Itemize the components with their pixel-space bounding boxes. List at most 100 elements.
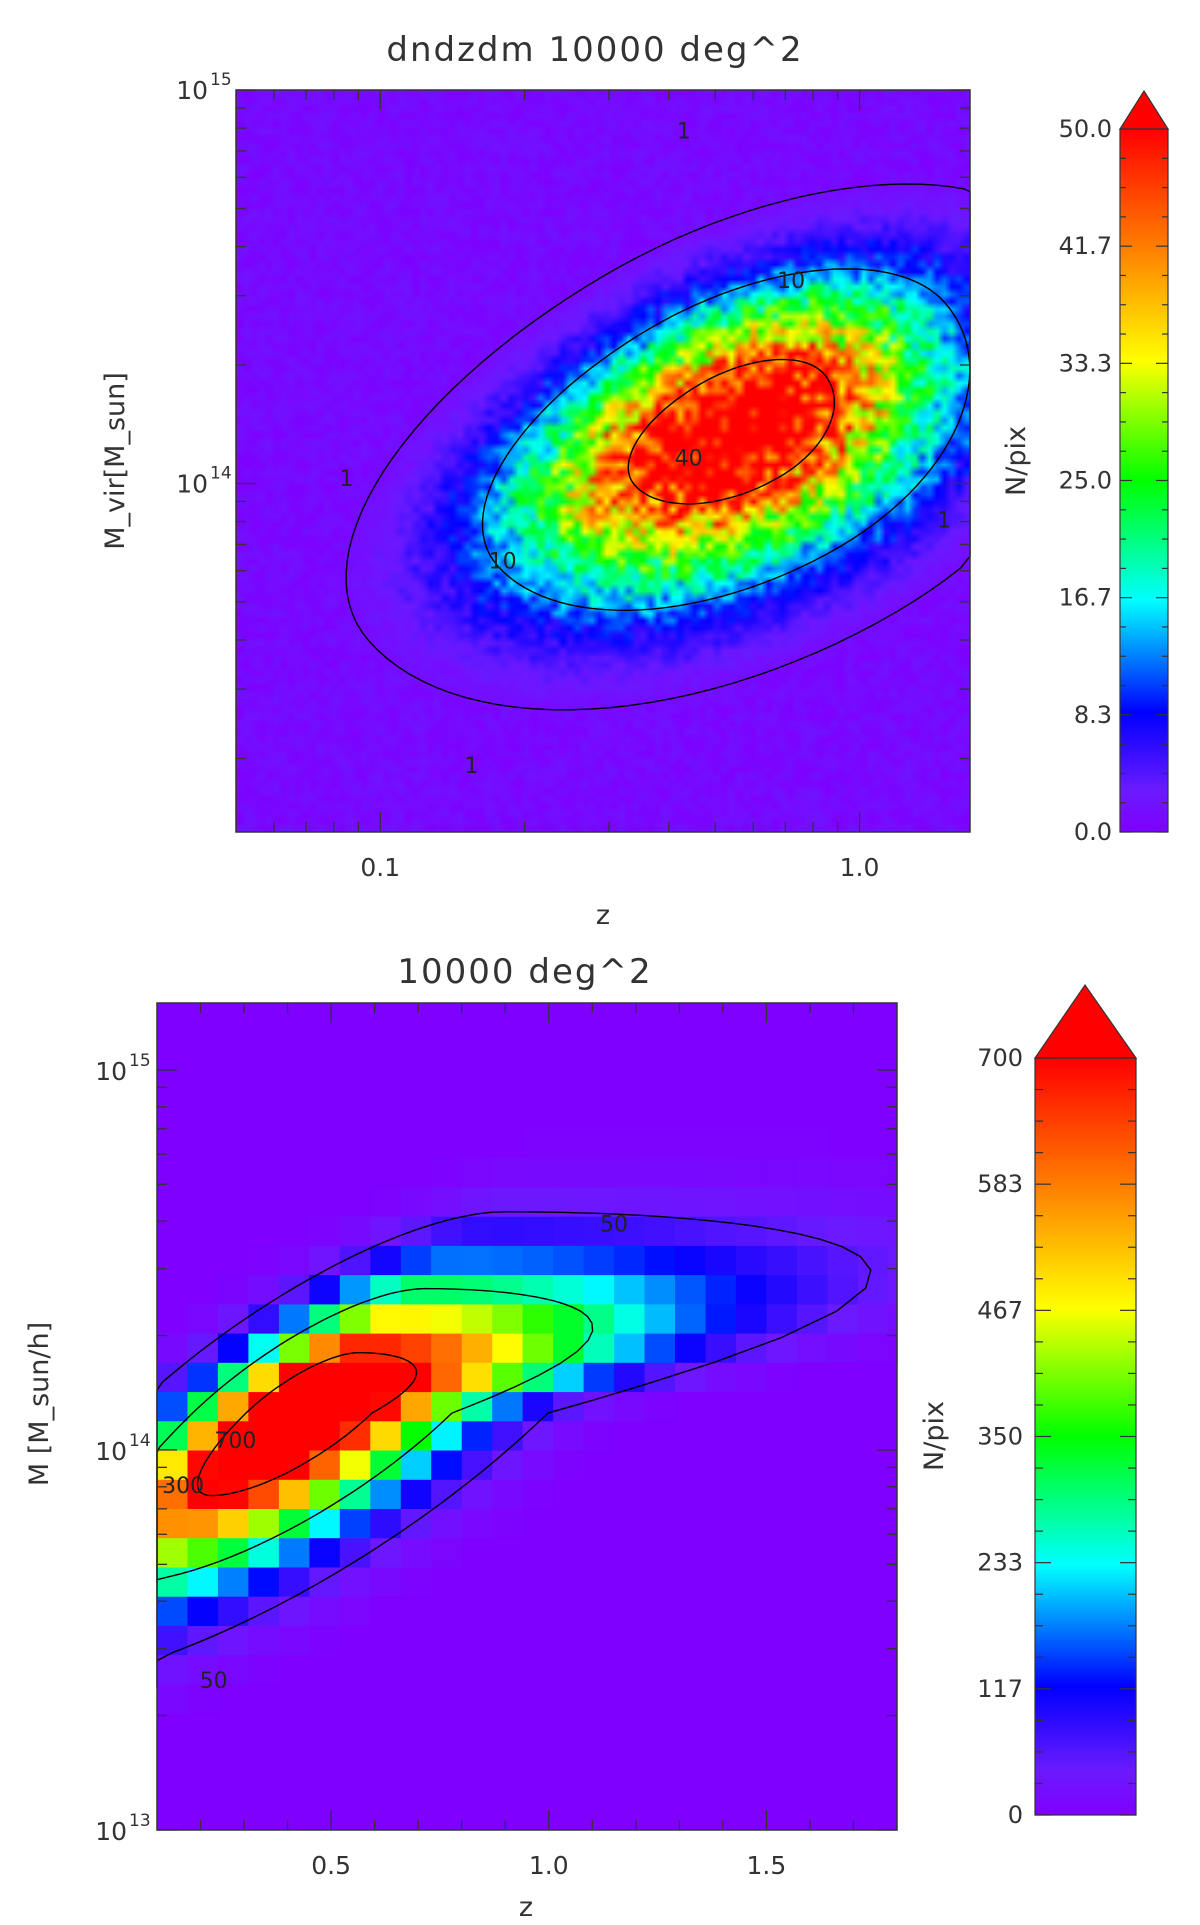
bottom-heatmap-cell <box>431 1391 463 1422</box>
bottom-heatmap-cell <box>522 1362 554 1393</box>
bottom-heatmap-cell <box>339 1274 371 1305</box>
bottom-heatmap-cell <box>187 1508 219 1539</box>
bottom-x-tick-label: 1.0 <box>529 1851 569 1880</box>
bottom-contour-line <box>196 1352 418 1497</box>
bottom-heatmap-cell <box>583 1186 615 1217</box>
bottom-colorbar-tick-label: 233 <box>977 1549 1023 1577</box>
top-contour-label: 1 <box>464 754 478 779</box>
bottom-heatmap-cell <box>217 1508 249 1539</box>
bottom-heatmap-cell <box>339 1216 371 1246</box>
bottom-heatmap-cell <box>583 1362 615 1393</box>
bottom-heatmap <box>157 1003 898 1830</box>
bottom-heatmap-cell <box>553 1157 585 1188</box>
bottom-heatmap-cell <box>248 1303 280 1334</box>
bottom-heatmap-cell <box>522 1303 554 1334</box>
bottom-heatmap-cell <box>888 1333 898 1363</box>
top-heatmap-image <box>236 90 970 832</box>
bottom-heatmap-cell <box>217 1625 249 1656</box>
top-colorbar-tick-labels: 0.0 8.3 16.7 25.0 33.3 41.7 50.0 <box>1059 115 1112 846</box>
bottom-heatmap-cell <box>522 1391 554 1422</box>
bottom-heatmap-cell <box>766 1186 798 1217</box>
bottom-heatmap-cell <box>431 1245 463 1276</box>
bottom-heatmap-cell <box>827 1245 859 1276</box>
bottom-colorbar-tick-label: 467 <box>977 1296 1023 1324</box>
bottom-heatmap-cell <box>766 1128 798 1159</box>
bottom-heatmap-cell <box>400 1479 432 1509</box>
bottom-heatmap-cell <box>217 1450 249 1480</box>
bottom-heatmap-cell <box>431 1420 463 1451</box>
bottom-heatmap-cell <box>278 1596 310 1626</box>
bottom-heatmap-cell <box>675 1157 707 1188</box>
bottom-heatmap-cell <box>187 1420 219 1451</box>
bottom-heatmap-cell <box>339 1596 371 1626</box>
bottom-heatmap-cell <box>461 1420 493 1451</box>
bottom-x-tick-label: 0.5 <box>311 1851 351 1880</box>
bottom-heatmap-cell <box>675 1274 707 1305</box>
bottom-heatmap-cell <box>492 1450 524 1480</box>
bottom-heatmap-cell <box>583 1157 615 1188</box>
bottom-heatmap-cell <box>217 1537 249 1568</box>
bottom-y-tick-exponent: 13 <box>129 1811 151 1831</box>
bottom-heatmap-cell <box>431 1362 463 1393</box>
top-y-tick-label: 10 <box>176 469 208 498</box>
bottom-heatmap-cell <box>583 1420 615 1451</box>
bottom-heatmap-cell <box>157 1391 189 1422</box>
bottom-heatmap-cell <box>583 1245 615 1276</box>
bottom-heatmap-cell <box>461 1362 493 1393</box>
bottom-heatmap-cell <box>339 1420 371 1451</box>
top-contour-labels: 1 1 1 1 10 10 40 <box>339 119 950 779</box>
top-contour-label: 1 <box>937 509 951 534</box>
bottom-heatmap-cell <box>675 1216 707 1246</box>
bottom-heatmap-cell <box>583 1274 615 1305</box>
bottom-heatmap-cell <box>492 1245 524 1276</box>
bottom-contour-label: 50 <box>600 1212 628 1237</box>
bottom-heatmap-cell <box>309 1537 341 1568</box>
bottom-heatmap-cell <box>278 1362 310 1393</box>
bottom-heatmap-cell <box>675 1303 707 1334</box>
bottom-heatmap-cell <box>705 1186 737 1217</box>
bottom-heatmap-cell <box>888 1303 898 1334</box>
top-contour-line <box>481 268 971 612</box>
bottom-heatmap-cell <box>370 1303 402 1334</box>
top-colorbar-tick-label: 8.3 <box>1074 701 1112 729</box>
top-contour-label: 1 <box>677 119 691 144</box>
bottom-heatmap-cell <box>431 1450 463 1480</box>
top-contour-label: 10 <box>777 269 805 294</box>
bottom-heatmap-cell <box>492 1274 524 1305</box>
bottom-colorbar-tick-labels: 0 117 233 350 467 583 700 <box>977 1044 1023 1829</box>
bottom-heatmap-cell <box>309 1362 341 1393</box>
bottom-heatmap-cell <box>187 1391 219 1422</box>
top-colorbar-label: N/pix <box>1001 426 1032 496</box>
bottom-heatmap-cell <box>370 1450 402 1480</box>
bottom-heatmap-cell <box>248 1420 280 1451</box>
bottom-heatmap-cell <box>400 1216 432 1246</box>
bottom-heatmap-cell <box>614 1333 646 1363</box>
bottom-heatmap-cell <box>339 1450 371 1480</box>
top-contour-label: 10 <box>489 549 517 574</box>
bottom-heatmap-cell <box>217 1303 249 1334</box>
bottom-heatmap-cell <box>766 1274 798 1305</box>
bottom-heatmap-cell <box>614 1274 646 1305</box>
bottom-heatmap-cell <box>157 1420 189 1451</box>
bottom-colorbar-extend-arrow <box>1033 983 1138 1059</box>
bottom-colorbar: 0 117 233 350 467 583 700 N/pix <box>919 983 1138 1829</box>
bottom-heatmap-cell <box>339 1479 371 1509</box>
bottom-heatmap-cell <box>583 1391 615 1422</box>
bottom-heatmap-cell <box>614 1245 646 1276</box>
bottom-heatmap-cell <box>675 1245 707 1276</box>
bottom-heatmap-cell <box>614 1128 646 1159</box>
bottom-heatmap-cell <box>400 1333 432 1363</box>
bottom-heatmap-cell <box>492 1420 524 1451</box>
bottom-heatmap-cell <box>461 1245 493 1276</box>
top-contour-label: 40 <box>675 447 703 472</box>
bottom-heatmap-cell <box>705 1128 737 1159</box>
bottom-heatmap-cell <box>705 1303 737 1334</box>
bottom-heatmap-cell <box>370 1245 402 1276</box>
bottom-heatmap-cell <box>309 1391 341 1422</box>
bottom-heatmap-cell <box>735 1157 767 1188</box>
bottom-heatmap-cell <box>461 1186 493 1217</box>
bottom-colorbar-label: N/pix <box>919 1401 950 1471</box>
